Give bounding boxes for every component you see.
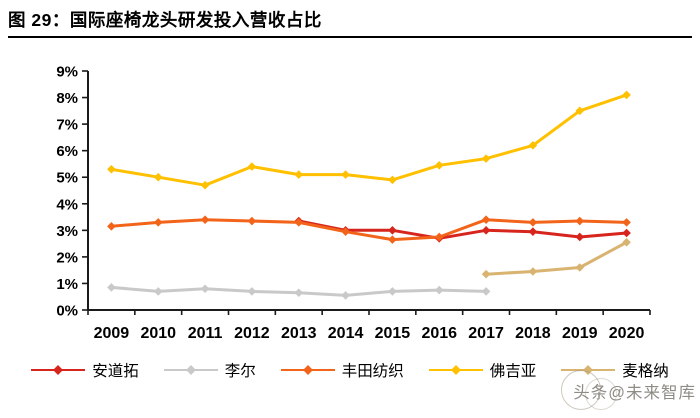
x-axis-tick-label: 2018 (515, 325, 551, 342)
series-marker-2 (481, 215, 491, 225)
legend-label: 李尔 (224, 363, 256, 380)
series-marker-0 (481, 226, 491, 235)
legend-marker-diamond (450, 365, 461, 375)
series-marker-3 (622, 90, 631, 100)
series-line-2 (109, 218, 629, 242)
x-axis-tick-label: 2015 (375, 325, 411, 342)
series-marker-1 (481, 287, 491, 296)
series-marker-1 (341, 291, 350, 300)
y-axis-tick-label: 7% (56, 117, 78, 134)
series-marker-3 (481, 154, 491, 163)
legend-marker-line (561, 365, 616, 375)
legend-item-1: 李尔 (163, 359, 256, 381)
series-line-4 (484, 240, 629, 276)
series-line-3 (109, 93, 629, 187)
legend-marker-diamond (302, 365, 313, 375)
series-marker-3 (153, 172, 163, 182)
legend-marker-diamond (583, 365, 594, 375)
x-axis-tick-label: 2014 (328, 325, 364, 342)
legend-marker-line (163, 365, 218, 375)
series-marker-2 (434, 232, 444, 242)
series-marker-3 (528, 141, 538, 150)
series-marker-1 (107, 283, 116, 292)
legend-label: 安道拓 (92, 363, 139, 380)
x-axis-tick-label: 2012 (234, 325, 270, 342)
chart-area: 0% 1% 2% 3% 4% 5% 6% 7% 8% 9% 2009 2010 2011 2012 2013… (0, 50, 700, 350)
x-axis-tick-label: 2010 (140, 325, 176, 342)
legend-marker-diamond (53, 365, 64, 375)
series-marker-0 (622, 228, 631, 238)
legend-item-4: 麦格纳 (561, 359, 669, 381)
series-marker-2 (341, 227, 350, 236)
legend-label: 佛吉亚 (489, 363, 537, 380)
series-marker-0 (388, 226, 397, 235)
series-marker-3 (341, 170, 350, 179)
line-chart-canvas: 0% 1% 2% 3% 4% 5% 6% 7% 8% 9% 2009 2010 2011 2012 2013… (56, 64, 651, 342)
series-marker-3 (294, 170, 304, 179)
y-axis-tick-label: 3% (56, 223, 78, 240)
series-marker-0 (528, 227, 538, 236)
chart-legend: 安道拓 李尔 丰田纺织 佛吉亚 麦格纳 (0, 359, 700, 381)
series-marker-2 (107, 222, 116, 231)
legend-marker-line (428, 365, 483, 375)
series-marker-2 (247, 216, 257, 226)
series-marker-0 (575, 232, 585, 242)
series-marker-2 (622, 218, 631, 227)
watermark-logo-circle-inner (585, 378, 617, 410)
legend-label: 麦格纳 (622, 363, 669, 380)
series-marker-2 (200, 215, 210, 225)
series-marker-4 (622, 237, 631, 247)
series-marker-2 (575, 216, 585, 226)
x-axis-tick-label: 2016 (421, 325, 457, 342)
series-marker-1 (388, 287, 397, 296)
x-axis-tick-label: 2020 (609, 325, 645, 342)
title-underline (8, 36, 692, 39)
legend-marker-line (31, 365, 86, 375)
x-axis-tick-label: 2017 (468, 325, 504, 342)
series-marker-4 (481, 269, 491, 279)
series-marker-2 (153, 218, 163, 227)
series-marker-3 (434, 160, 444, 170)
series-marker-1 (247, 287, 257, 296)
series-marker-3 (575, 106, 585, 116)
y-axis-tick-label: 0% (56, 303, 78, 320)
figure-title: 图 29：国际座椅龙头研发投入营收占比 (8, 10, 322, 30)
series-marker-3 (247, 162, 257, 171)
legend-item-0: 安道拓 (31, 359, 139, 381)
y-axis-tick-label: 9% (56, 64, 78, 81)
series-marker-4 (575, 263, 585, 272)
y-axis-tick-label: 4% (56, 196, 78, 213)
series-marker-1 (294, 288, 304, 298)
series-marker-1 (434, 285, 444, 295)
series-marker-3 (107, 164, 116, 174)
legend-label: 丰田纺织 (341, 363, 404, 380)
series-marker-3 (388, 175, 397, 185)
watermark-text: 头条@未来智库 (573, 384, 696, 402)
x-axis-tick-label: 2019 (562, 325, 598, 342)
x-axis-tick-label: 2009 (94, 325, 130, 342)
series-marker-1 (153, 287, 163, 296)
x-axis-tick-label: 2011 (188, 325, 223, 342)
series-marker-2 (388, 235, 397, 244)
series-marker-2 (294, 218, 304, 227)
y-axis-tick-label: 2% (56, 249, 78, 266)
legend-item-3: 佛吉亚 (428, 359, 537, 381)
series-marker-1 (200, 284, 210, 294)
y-axis-tick-label: 6% (56, 143, 78, 160)
legend-marker-line (280, 365, 335, 375)
x-axis-tick-label: 2013 (281, 325, 317, 342)
y-axis-tick-label: 5% (56, 170, 78, 187)
series-marker-3 (200, 180, 210, 190)
series-marker-4 (528, 267, 538, 276)
y-axis-tick-label: 1% (56, 276, 78, 293)
series-line-0 (297, 219, 629, 240)
legend-item-2: 丰田纺织 (280, 359, 404, 381)
series-marker-2 (528, 218, 538, 227)
legend-marker-diamond (185, 365, 196, 375)
y-axis-tick-label: 8% (56, 90, 78, 107)
